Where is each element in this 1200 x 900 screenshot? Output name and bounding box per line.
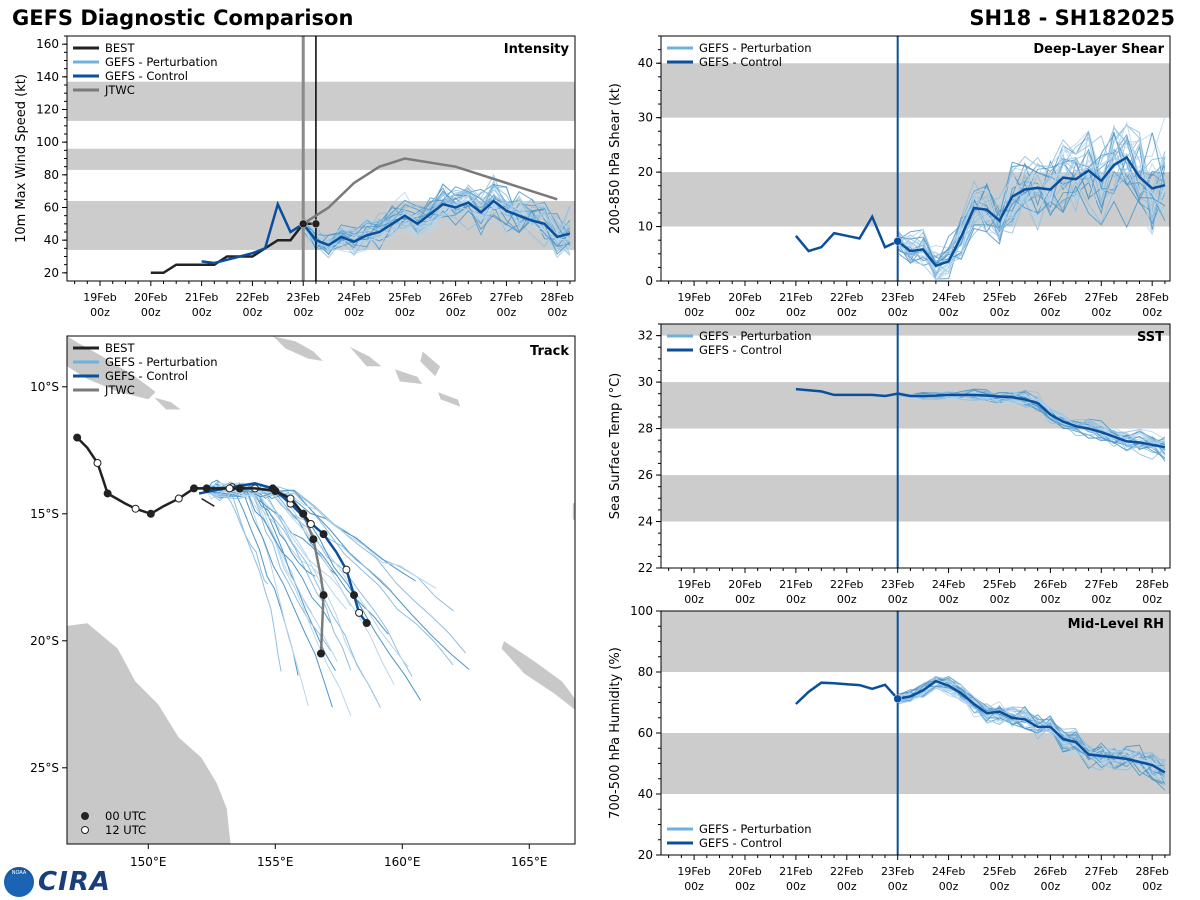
intensity-series-gefs-control [201, 199, 571, 265]
intensity-legend-label: BEST [105, 41, 135, 55]
footer-logo: NOAA CIRA [4, 866, 111, 898]
intensity-marker [311, 219, 321, 229]
intensity-band-1 [67, 148, 575, 170]
intensity-xtick-label: 28Feb [540, 291, 573, 304]
noaa-logo-icon: NOAA [4, 867, 34, 897]
intensity-xtick-label: 25Feb [388, 291, 421, 304]
intensity-ytick-label: 80 [44, 168, 59, 182]
intensity-xtick-label: 24Feb [337, 291, 370, 304]
intensity-xtick-sublabel: 00z [90, 306, 110, 319]
intensity-ytick-label: 160 [36, 37, 59, 51]
intensity-perturbation-line [302, 187, 571, 259]
intensity-ytick-label: 20 [44, 266, 59, 280]
intensity-band-2 [67, 81, 575, 121]
intensity-xtick-label: 19Feb [83, 291, 116, 304]
intensity-xtick-label: 26Feb [439, 291, 472, 304]
intensity-xtick-sublabel: 00z [243, 306, 263, 319]
intensity-xtick-sublabel: 00z [497, 306, 517, 319]
intensity-xtick-sublabel: 00z [293, 306, 313, 319]
intensity-xtick-label: 23Feb [286, 291, 319, 304]
cira-logo: CIRA [38, 867, 111, 897]
intensity-marker [298, 219, 308, 229]
intensity-xtick-sublabel: 00z [192, 306, 212, 319]
intensity-xtick-sublabel: 00z [446, 306, 466, 319]
noaa-logo-text: NOAA [11, 870, 27, 876]
intensity-xtick-sublabel: 00z [547, 306, 567, 319]
intensity-ytick-label: 120 [36, 103, 59, 117]
intensity-series-jtwc [302, 157, 558, 225]
intensity-xtick-label: 27Feb [490, 291, 523, 304]
intensity-xtick-label: 20Feb [134, 291, 167, 304]
intensity-xtick-sublabel: 00z [395, 306, 415, 319]
intensity-ylabel: 10m Max Wind Speed (kt) [14, 74, 29, 243]
intensity-xtick-label: 21Feb [185, 291, 218, 304]
intensity-ytick-label: 60 [44, 201, 59, 215]
storm-id: SH18 - SH182025 [969, 6, 1175, 30]
intensity-xtick-sublabel: 00z [344, 306, 364, 319]
figure-title: GEFS Diagnostic Comparison [12, 6, 354, 30]
intensity-legend-label: JTWC [104, 83, 135, 97]
intensity-legend-label: GEFS - Control [105, 69, 188, 83]
intensity-ytick-label: 100 [36, 135, 59, 149]
intensity-series-best [150, 222, 316, 275]
intensity-title: Intensity [504, 42, 570, 57]
intensity-perturbation-line [302, 180, 571, 250]
intensity-perturbation-line [302, 186, 571, 255]
intensity-ytick-label: 140 [36, 70, 59, 84]
intensity-xtick-label: 22Feb [236, 291, 269, 304]
intensity-legend-label: GEFS - Perturbation [105, 55, 218, 69]
intensity-ytick-label: 40 [44, 233, 59, 247]
intensity-xtick-sublabel: 00z [141, 306, 161, 319]
